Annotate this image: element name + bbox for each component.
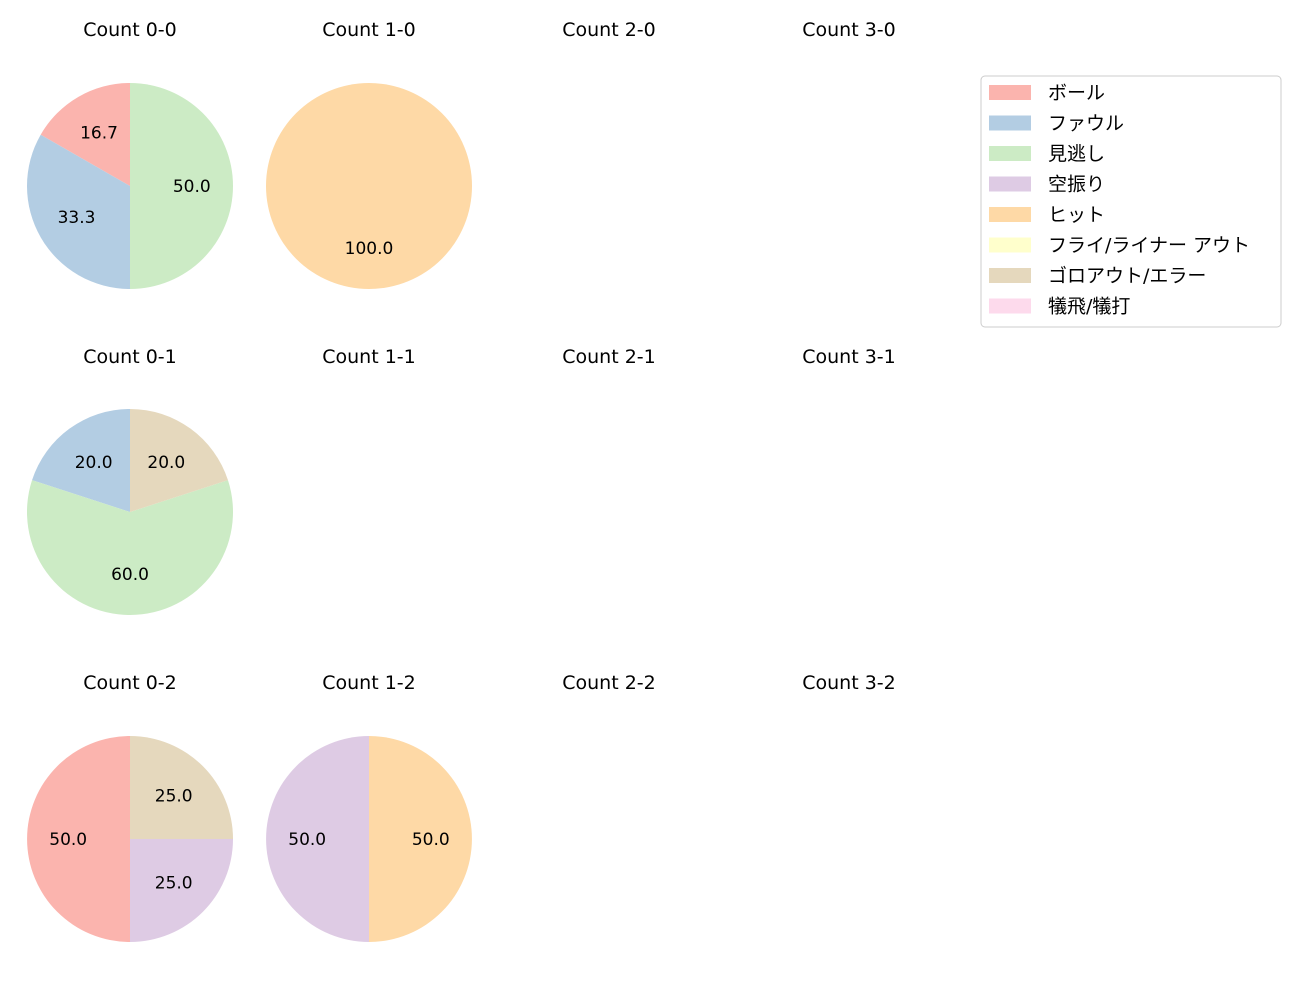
pie-count-2-1: Count 2-1 [562, 346, 656, 368]
pie-count-1-1: Count 1-1 [322, 346, 416, 368]
slice-percent-label: 50.0 [412, 830, 450, 850]
legend-label: ヒット [1048, 204, 1105, 226]
pie-count-0-0: Count 0-0 16.7 33.3 50.0 [27, 19, 233, 289]
legend-item: ファウル [989, 113, 1124, 135]
slice-percent-label: 60.0 [111, 565, 149, 585]
pie-slice [130, 83, 233, 289]
legend-item: ゴロアウト/エラー [989, 265, 1206, 287]
pie-slice [27, 134, 131, 289]
pie-slice [266, 83, 472, 289]
slice-percent-label: 20.0 [75, 453, 113, 473]
slice-percent-label: 100.0 [345, 239, 394, 259]
legend-item: 見逃し [989, 143, 1105, 165]
legend-item: ボール [989, 82, 1105, 104]
chart-title: Count 3-2 [802, 672, 896, 694]
pie-slice [27, 736, 130, 942]
legend-item: 空振り [989, 174, 1105, 196]
pie-slice [32, 409, 130, 512]
slice-percent-label: 50.0 [288, 830, 326, 850]
slice-percent-label: 33.3 [58, 208, 96, 228]
pie-count-0-1: Count 0-1 20.0 60.0 20.0 [27, 346, 234, 615]
slice-percent-label: 50.0 [173, 177, 211, 197]
pie-count-3-1: Count 3-1 [802, 346, 896, 368]
pie-count-2-0: Count 2-0 [562, 19, 656, 41]
chart-title: Count 3-1 [802, 346, 896, 368]
chart-title: Count 1-1 [322, 346, 416, 368]
slice-percent-label: 20.0 [147, 453, 185, 473]
legend-swatch [989, 176, 1031, 192]
legend-item: 犠飛/犠打 [989, 296, 1130, 318]
legend-label: ボール [1048, 82, 1105, 104]
pie-slice [40, 83, 130, 186]
legend-swatch [989, 268, 1031, 283]
chart-title: Count 0-0 [83, 19, 177, 41]
pie-count-2-2: Count 2-2 [562, 672, 656, 694]
pie-count-1-2: Count 1-2 50.0 50.0 [266, 672, 472, 942]
legend-frame [980, 75, 1282, 328]
legend-label: ファウル [1048, 113, 1124, 135]
slice-percent-label: 16.7 [80, 124, 118, 144]
slice-percent-label: 50.0 [49, 830, 87, 850]
slice-percent-label: 25.0 [155, 874, 193, 894]
legend-swatch [989, 115, 1031, 131]
pie-slice [369, 736, 472, 942]
pie-slice [130, 839, 233, 942]
chart-title: Count 1-0 [322, 19, 416, 41]
chart-title: Count 2-2 [562, 672, 656, 694]
legend-item: ヒット [989, 204, 1105, 226]
chart-title: Count 2-0 [562, 19, 656, 41]
legend-label: 空振り [1048, 174, 1105, 196]
pie-slice [266, 736, 369, 942]
slice-percent-label: 25.0 [155, 786, 193, 806]
pie-count-3-0: Count 3-0 [802, 19, 896, 41]
chart-title: Count 3-0 [802, 19, 896, 41]
legend-label: 犠飛/犠打 [1048, 296, 1130, 318]
chart-title: Count 2-1 [562, 346, 656, 368]
pie-count-0-2: Count 0-2 50.0 25.0 25.0 [27, 672, 233, 942]
legend-item: フライ/ライナー アウト [989, 235, 1250, 257]
legend-swatch [989, 237, 1031, 253]
pie-count-3-2: Count 3-2 [802, 672, 896, 694]
pie-slice [27, 480, 234, 615]
legend-swatch [989, 207, 1031, 222]
chart-title: Count 0-2 [83, 672, 177, 694]
legend-swatch [989, 298, 1031, 314]
legend-swatch [989, 85, 1031, 100]
pie-count-1-0: Count 1-0 100.0 [266, 19, 472, 289]
chart-title: Count 0-1 [83, 346, 177, 368]
legend-label: ゴロアウト/エラー [1048, 265, 1206, 287]
legend-label: フライ/ライナー アウト [1048, 235, 1250, 257]
pie-slice [130, 736, 233, 839]
legend-label: 見逃し [1048, 143, 1105, 165]
pie-slice [130, 409, 228, 512]
legend-swatch [989, 146, 1031, 161]
chart-title: Count 1-2 [322, 672, 416, 694]
